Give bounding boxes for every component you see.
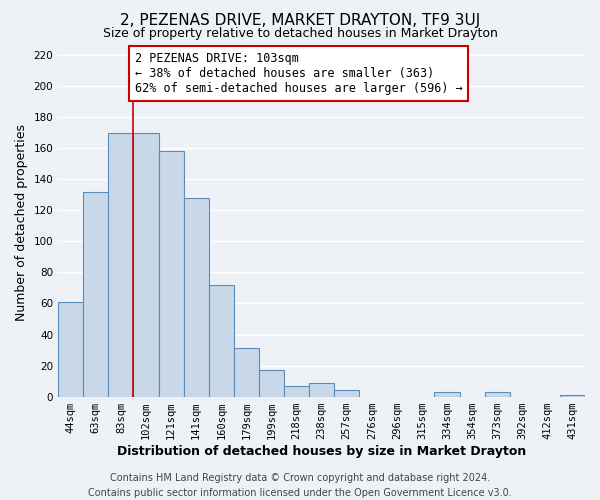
X-axis label: Distribution of detached houses by size in Market Drayton: Distribution of detached houses by size … <box>117 444 526 458</box>
Bar <box>184 198 209 396</box>
Bar <box>83 192 109 396</box>
Text: 2, PEZENAS DRIVE, MARKET DRAYTON, TF9 3UJ: 2, PEZENAS DRIVE, MARKET DRAYTON, TF9 3U… <box>120 12 480 28</box>
Text: Size of property relative to detached houses in Market Drayton: Size of property relative to detached ho… <box>103 28 497 40</box>
Bar <box>560 395 585 396</box>
Bar <box>434 392 460 396</box>
Bar <box>485 392 510 396</box>
Bar <box>133 133 158 396</box>
Text: Contains HM Land Registry data © Crown copyright and database right 2024.
Contai: Contains HM Land Registry data © Crown c… <box>88 472 512 498</box>
Bar <box>309 382 334 396</box>
Bar <box>109 133 133 396</box>
Text: 2 PEZENAS DRIVE: 103sqm
← 38% of detached houses are smaller (363)
62% of semi-d: 2 PEZENAS DRIVE: 103sqm ← 38% of detache… <box>134 52 463 95</box>
Bar <box>234 348 259 397</box>
Bar <box>58 302 83 396</box>
Bar <box>284 386 309 396</box>
Bar <box>209 285 234 397</box>
Bar <box>158 152 184 396</box>
Bar <box>259 370 284 396</box>
Bar <box>334 390 359 396</box>
Y-axis label: Number of detached properties: Number of detached properties <box>15 124 28 320</box>
